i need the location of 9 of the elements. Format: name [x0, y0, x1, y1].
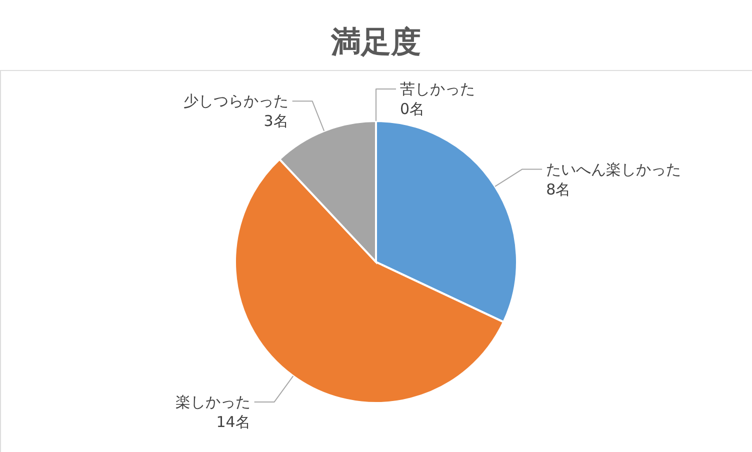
chart-title: 満足度 — [330, 25, 421, 60]
data-label: 3名 — [264, 112, 288, 130]
text: 0名 — [400, 100, 425, 118]
data-label: 14名 — [216, 412, 250, 431]
category-label: 苦しかった — [400, 80, 475, 98]
data-label: 8名 — [546, 180, 571, 198]
slice-label: 少しつらかった — [183, 92, 288, 110]
slice-label: たいへん楽しかった — [546, 160, 682, 178]
slice-label: 楽しかった — [175, 392, 250, 411]
